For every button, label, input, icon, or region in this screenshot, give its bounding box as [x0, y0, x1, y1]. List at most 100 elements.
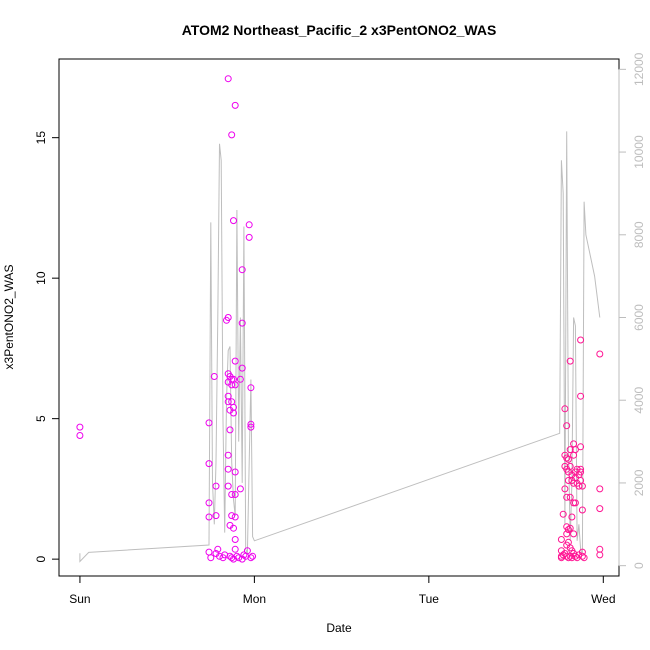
data-point: [570, 530, 578, 538]
data-point: [563, 454, 571, 462]
scatter-points-layer: [76, 75, 604, 563]
data-point: [233, 552, 241, 560]
data-point: [235, 554, 243, 562]
data-point: [577, 468, 585, 476]
data-point: [564, 455, 572, 463]
data-point: [563, 530, 571, 538]
data-point: [580, 554, 588, 562]
data-point: [231, 513, 239, 521]
data-point: [564, 554, 572, 562]
data-point: [561, 485, 569, 493]
data-point: [231, 357, 239, 365]
plot-frame: [58, 58, 620, 577]
data-point: [231, 381, 239, 389]
y-axis-label: x3PentONO2_WAS: [2, 265, 16, 370]
data-point: [228, 512, 236, 520]
data-point: [214, 545, 222, 553]
data-point: [205, 460, 213, 468]
data-point: [240, 551, 248, 559]
data-point: [231, 101, 239, 109]
data-point: [245, 233, 253, 241]
data-point: [230, 217, 237, 225]
data-point: [205, 499, 213, 507]
data-point: [224, 398, 232, 406]
data-point: [563, 552, 571, 560]
data-point: [228, 131, 236, 139]
data-point: [577, 443, 585, 451]
data-point: [230, 524, 237, 532]
data-point: [596, 545, 604, 553]
data-point: [224, 465, 232, 473]
data-point: [570, 440, 578, 448]
data-point: [247, 554, 255, 562]
data-point: [578, 482, 586, 490]
y-tick-label: 5: [34, 415, 48, 422]
data-point: [563, 493, 571, 501]
y2-tick-label: 12000: [632, 52, 646, 86]
data-point: [243, 547, 251, 555]
data-point: [249, 552, 257, 560]
y-tick-label: 0: [34, 555, 48, 562]
x-tick-label: Wed: [591, 592, 615, 606]
data-point: [210, 373, 218, 380]
data-point: [247, 423, 255, 431]
data-point: [568, 554, 576, 562]
y2-tick-label: 0: [632, 562, 646, 569]
data-point: [238, 266, 246, 274]
x-tick-label: Sun: [69, 592, 90, 606]
y2-tick-label: 8000: [632, 221, 646, 248]
data-point: [570, 451, 578, 459]
data-point: [224, 451, 232, 459]
data-point: [566, 446, 574, 454]
altitude-line-layer: [79, 131, 601, 563]
data-point: [559, 551, 567, 559]
data-point: [236, 485, 244, 493]
data-point: [557, 536, 565, 543]
data-point: [578, 552, 586, 560]
data-point: [566, 357, 574, 365]
data-point: [205, 513, 213, 521]
data-point: [205, 419, 213, 427]
data-point: [231, 536, 239, 543]
y-tick-label: 15: [34, 131, 48, 145]
y2-tick-label: 2000: [632, 469, 646, 496]
data-point: [231, 545, 239, 553]
data-point: [564, 526, 572, 534]
data-point: [559, 510, 567, 518]
data-point: [596, 350, 604, 358]
data-point: [571, 446, 579, 454]
data-point: [238, 364, 246, 372]
data-point: [577, 465, 585, 473]
data-point: [566, 493, 574, 501]
altitude-line: [79, 131, 601, 563]
data-point: [571, 552, 579, 560]
y-tick-label: 10: [34, 271, 48, 285]
data-point: [216, 552, 223, 560]
data-point: [231, 468, 239, 476]
y2-tick-label: 4000: [632, 387, 646, 414]
data-point: [577, 392, 585, 400]
data-point: [207, 554, 215, 562]
data-point: [230, 409, 237, 417]
data-point: [561, 405, 569, 413]
x-axis-label: Date: [326, 621, 352, 635]
data-point: [596, 551, 604, 559]
data-point: [236, 375, 244, 383]
data-point: [245, 221, 253, 229]
data-point: [568, 513, 576, 521]
data-point: [566, 462, 574, 470]
data-point: [231, 491, 239, 498]
data-point: [566, 524, 574, 532]
data-point: [228, 491, 236, 498]
data-point: [224, 482, 232, 490]
x-tick-label: Tue: [419, 592, 440, 606]
data-point: [238, 319, 246, 327]
data-point: [205, 548, 213, 556]
y2-tick-label: 10000: [632, 135, 646, 169]
data-point: [564, 477, 572, 484]
data-point: [247, 384, 255, 392]
data-point: [577, 336, 585, 344]
data-point: [76, 423, 84, 431]
axes-layer: Sun Mon Tue Wed 0 5 10 15 0 2000 4000 6000 8000 10000…: [34, 52, 646, 606]
